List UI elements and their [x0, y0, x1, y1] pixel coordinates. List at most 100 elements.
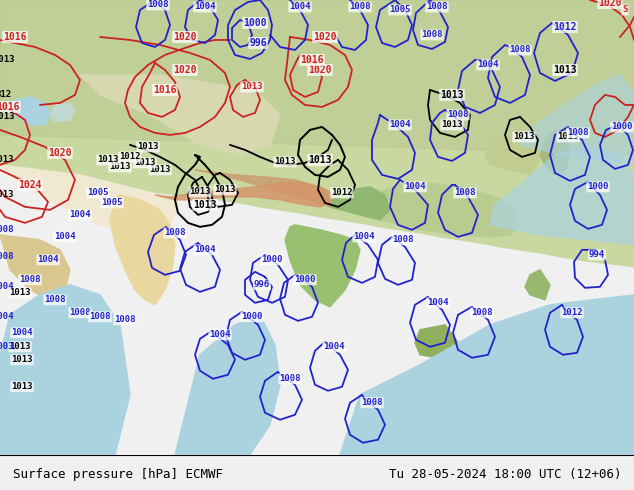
Text: 1013: 1013	[514, 132, 534, 142]
Polygon shape	[285, 225, 360, 307]
Text: 1012: 1012	[119, 152, 141, 161]
Text: 1008: 1008	[454, 188, 476, 197]
Text: 1013: 1013	[441, 121, 463, 129]
Polygon shape	[0, 285, 130, 455]
Text: 1004: 1004	[323, 343, 345, 351]
Text: 1013: 1013	[275, 157, 295, 167]
Text: 1008: 1008	[279, 374, 301, 383]
Text: 1000: 1000	[294, 275, 316, 284]
Text: 1008: 1008	[114, 315, 136, 324]
Text: 1016: 1016	[0, 102, 20, 112]
Text: 1013: 1013	[242, 82, 262, 92]
Text: 1013: 1013	[10, 288, 31, 297]
Text: 1005: 1005	[389, 5, 411, 15]
Text: 1020: 1020	[308, 65, 332, 75]
Text: 1004: 1004	[289, 2, 311, 11]
Text: 1000: 1000	[611, 122, 633, 131]
Text: 1004: 1004	[0, 282, 14, 292]
Text: 1012: 1012	[561, 308, 583, 318]
Polygon shape	[50, 103, 75, 122]
Text: 1012: 1012	[553, 22, 577, 32]
Text: 1024: 1024	[18, 180, 42, 190]
Text: 1013: 1013	[149, 166, 171, 174]
Text: 1004: 1004	[427, 298, 449, 307]
Text: 1004: 1004	[11, 328, 33, 337]
Text: 1020: 1020	[173, 32, 197, 42]
Text: 1004: 1004	[209, 330, 231, 339]
Text: 1008: 1008	[426, 2, 448, 11]
Polygon shape	[490, 145, 634, 245]
Polygon shape	[0, 165, 180, 235]
Text: 1008: 1008	[421, 30, 443, 40]
Text: 1008: 1008	[349, 2, 371, 11]
Text: 1020: 1020	[598, 0, 622, 8]
Text: 1004: 1004	[194, 245, 216, 254]
Text: 994: 994	[589, 250, 605, 259]
Text: 1013: 1013	[0, 155, 14, 165]
Text: 1013: 1013	[440, 90, 463, 100]
Text: 1000: 1000	[242, 312, 262, 321]
Text: 1020: 1020	[173, 65, 197, 75]
Text: 1000: 1000	[587, 182, 609, 192]
Text: 996: 996	[254, 280, 270, 289]
Text: 1004: 1004	[0, 312, 14, 321]
Text: Surface pressure [hPa] ECMWF: Surface pressure [hPa] ECMWF	[13, 467, 223, 481]
Text: 1000: 1000	[261, 255, 283, 264]
Polygon shape	[415, 325, 460, 360]
Text: 1020: 1020	[313, 32, 337, 42]
Text: 1013: 1013	[109, 162, 131, 171]
Polygon shape	[485, 130, 540, 175]
Text: 1020: 1020	[48, 148, 72, 158]
Text: 1000: 1000	[243, 18, 267, 28]
Text: 1008: 1008	[147, 0, 169, 9]
Text: 1004: 1004	[69, 210, 91, 220]
Text: 1008: 1008	[392, 235, 414, 245]
Text: 1004: 1004	[389, 121, 411, 129]
Text: 1013: 1013	[97, 155, 119, 165]
Text: 1003: 1003	[0, 343, 14, 351]
Polygon shape	[340, 295, 634, 455]
Text: 1004: 1004	[477, 60, 499, 70]
Text: 1004: 1004	[404, 182, 426, 192]
Text: 1008: 1008	[447, 110, 469, 120]
Polygon shape	[195, 170, 345, 210]
Text: 1013: 1013	[193, 200, 217, 210]
Text: 1008: 1008	[69, 308, 91, 318]
Text: 1004: 1004	[353, 232, 375, 242]
Polygon shape	[80, 75, 280, 155]
Polygon shape	[0, 0, 634, 155]
Text: 1008: 1008	[89, 312, 111, 321]
Text: 1004: 1004	[194, 2, 216, 11]
Text: 1016: 1016	[153, 85, 177, 95]
Text: 1008: 1008	[19, 275, 41, 284]
Text: 1008: 1008	[164, 228, 186, 237]
Polygon shape	[330, 183, 520, 237]
Polygon shape	[0, 0, 634, 267]
Text: 1013: 1013	[214, 185, 236, 195]
Polygon shape	[155, 183, 330, 207]
Text: 1013: 1013	[11, 355, 33, 364]
Text: 1016: 1016	[301, 55, 324, 65]
Text: 1013: 1013	[557, 132, 579, 142]
Text: 1013: 1013	[10, 343, 31, 351]
Text: 1008: 1008	[44, 295, 66, 304]
Text: 1005: 1005	[87, 188, 109, 197]
Text: 1008: 1008	[509, 46, 531, 54]
Polygon shape	[520, 75, 634, 163]
Polygon shape	[10, 97, 50, 125]
Polygon shape	[330, 187, 390, 220]
Text: 1008: 1008	[361, 398, 383, 407]
Text: 1013: 1013	[0, 191, 14, 199]
Polygon shape	[110, 195, 175, 305]
Text: 1013: 1013	[308, 155, 332, 165]
Text: 1008: 1008	[0, 252, 14, 261]
Polygon shape	[175, 315, 280, 455]
Text: 1013: 1013	[0, 112, 15, 122]
Polygon shape	[525, 270, 550, 300]
Text: 1013: 1013	[190, 187, 210, 196]
Text: 1013: 1013	[0, 55, 15, 65]
Text: 1016: 1016	[3, 32, 27, 42]
Text: Tu 28-05-2024 18:00 UTC (12+06): Tu 28-05-2024 18:00 UTC (12+06)	[389, 467, 621, 481]
Text: 1013: 1013	[137, 143, 158, 151]
Text: 1005: 1005	[101, 198, 123, 207]
